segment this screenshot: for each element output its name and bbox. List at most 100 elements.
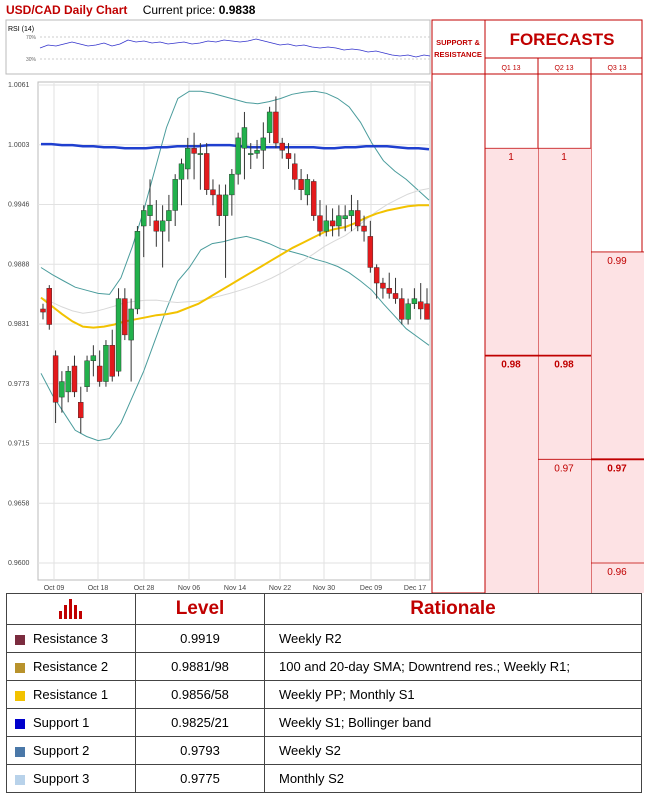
quarter-label-q3: Q3 13 bbox=[607, 65, 626, 72]
candle-down bbox=[367, 236, 374, 268]
candle-down bbox=[386, 288, 392, 294]
forecasts-title: FORECASTS bbox=[510, 30, 615, 49]
forecast-panel: SUPPORT & RESISTANCE FORECASTS Q1 13 Q2 … bbox=[431, 19, 644, 593]
resistance-label: RESISTANCE bbox=[434, 50, 482, 59]
candle-down bbox=[46, 288, 52, 325]
row-name: Resistance 1 bbox=[33, 687, 109, 702]
support-2-swatch bbox=[15, 746, 25, 757]
forecast-value-q3: 0.99 bbox=[607, 256, 627, 267]
candle-up bbox=[197, 153, 204, 155]
candle-up bbox=[260, 137, 267, 151]
current-price-label: Current price: bbox=[142, 3, 216, 17]
rsi-tick-30: 30% bbox=[26, 57, 37, 63]
row-level: 0.9793 bbox=[135, 736, 265, 765]
candle-down bbox=[298, 179, 304, 190]
candle-up bbox=[235, 137, 241, 175]
bollinger-bands bbox=[40, 90, 430, 442]
quarter-label-q1: Q1 13 bbox=[501, 65, 520, 72]
candle-down bbox=[399, 298, 405, 320]
table-row: Resistance 2 0.9881/98 100 and 20-day SM… bbox=[6, 652, 642, 681]
candle-down bbox=[329, 220, 336, 227]
candle-up bbox=[323, 220, 329, 232]
candle-down bbox=[122, 298, 128, 336]
forecast-shade-q2 bbox=[538, 148, 591, 593]
candle-up bbox=[304, 179, 311, 196]
candle-up bbox=[185, 148, 191, 170]
rsi-panel: RSI (14) 70% 30% bbox=[5, 19, 431, 75]
candle-up bbox=[159, 220, 166, 232]
row-level: 0.9856/58 bbox=[135, 680, 265, 709]
candle-down bbox=[279, 142, 285, 151]
y-tick-label: 0.9658 bbox=[8, 500, 30, 507]
candle-down bbox=[292, 163, 298, 180]
row-rationale: Weekly PP; Monthly S1 bbox=[264, 680, 642, 709]
rsi-tick-70: 70% bbox=[26, 35, 37, 41]
y-tick-label: 0.9715 bbox=[8, 441, 30, 448]
forecast-value-q1: 1 bbox=[508, 152, 514, 163]
candle-up bbox=[178, 163, 185, 180]
row-rationale: Weekly S2 bbox=[264, 736, 642, 765]
support-label: SUPPORT & bbox=[436, 38, 480, 47]
row-rationale: Weekly R2 bbox=[264, 624, 642, 653]
forecast-value-q3: 0.97 bbox=[607, 463, 627, 474]
row-level: 0.9881/98 bbox=[135, 652, 265, 681]
chart-svg: RSI (14) 70% 30% 1.0061 1.0003 0.9946 0.988… bbox=[5, 19, 644, 593]
x-tick-label: Nov 22 bbox=[269, 585, 291, 592]
row-rationale: Weekly S1; Bollinger band bbox=[264, 708, 642, 737]
candle-down bbox=[109, 345, 115, 377]
candle-up bbox=[248, 153, 254, 155]
sma-long-line bbox=[41, 142, 430, 151]
resistance-3-swatch bbox=[15, 634, 25, 645]
candle-down bbox=[273, 111, 279, 144]
y-tick-label: 0.9600 bbox=[8, 560, 30, 567]
resistance-2-swatch bbox=[15, 662, 25, 673]
y-tick-label: 0.9831 bbox=[8, 321, 30, 328]
candle-down bbox=[78, 402, 84, 419]
x-tick-label: Nov 14 bbox=[224, 585, 246, 592]
candle-up bbox=[241, 127, 248, 149]
forecast-shade-q3 bbox=[591, 251, 644, 593]
candle-up bbox=[166, 210, 172, 222]
candle-up bbox=[405, 303, 411, 320]
candle-down bbox=[216, 194, 222, 216]
candle-up bbox=[254, 150, 260, 154]
candle-up bbox=[90, 355, 97, 362]
y-tick-label: 0.9888 bbox=[8, 261, 30, 268]
candle-up bbox=[59, 381, 65, 398]
candle-down bbox=[52, 355, 59, 403]
row-rationale: Monthly S2 bbox=[264, 764, 642, 793]
candle-down bbox=[153, 220, 160, 232]
candle-down bbox=[96, 365, 103, 382]
candle-up bbox=[134, 230, 141, 310]
header-icon-cell bbox=[6, 593, 136, 625]
table-row: Support 3 0.9775 Monthly S2 bbox=[6, 764, 642, 793]
support-1-swatch bbox=[15, 718, 25, 729]
forecast-value-q2: 1 bbox=[561, 152, 567, 163]
candle-up bbox=[65, 370, 71, 393]
current-price-value: 0.9838 bbox=[218, 3, 256, 17]
candle-up bbox=[128, 308, 134, 341]
x-tick-labels: Oct 09 Oct 18 Oct 28 Nov 06 Nov 14 Nov 22 Nov … bbox=[44, 585, 427, 592]
candle-up bbox=[266, 111, 273, 133]
row-level: 0.9775 bbox=[135, 764, 265, 793]
x-tick-label: Oct 28 bbox=[134, 585, 155, 592]
support-3-swatch bbox=[15, 774, 25, 785]
candle-up bbox=[115, 298, 122, 372]
candle-down bbox=[317, 215, 323, 232]
x-tick-label: Oct 09 bbox=[44, 585, 65, 592]
rsi-label: RSI (14) bbox=[8, 26, 34, 33]
candle-up bbox=[229, 173, 235, 196]
bollinger-upper-line bbox=[40, 90, 430, 295]
y-tick-label: 1.0061 bbox=[8, 82, 30, 89]
chart-title: USD/CAD Daily Chart bbox=[6, 3, 128, 17]
candlesticks bbox=[40, 96, 430, 434]
chart-header: USD/CAD Daily Chart Current price: 0.983… bbox=[0, 0, 430, 20]
x-tick-label: Nov 30 bbox=[313, 585, 335, 592]
candle-up bbox=[84, 360, 90, 387]
price-frame bbox=[37, 81, 431, 581]
table-row: Support 2 0.9793 Weekly S2 bbox=[6, 736, 642, 765]
rationale-header: Rationale bbox=[264, 593, 642, 625]
candle-down bbox=[373, 267, 380, 284]
row-name: Support 3 bbox=[33, 771, 90, 786]
row-name: Support 1 bbox=[33, 715, 90, 730]
